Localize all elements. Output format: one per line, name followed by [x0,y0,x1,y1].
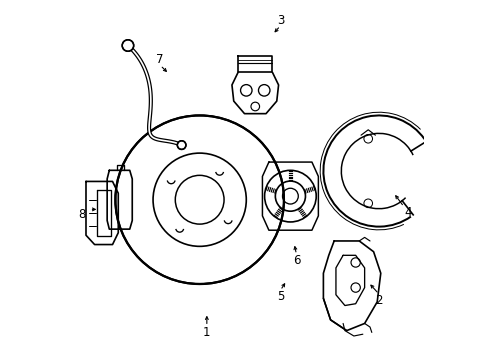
Text: 5: 5 [276,290,284,303]
Text: 2: 2 [374,294,382,307]
Text: 6: 6 [292,254,300,267]
Circle shape [115,116,284,284]
Circle shape [177,141,185,149]
Text: 1: 1 [203,326,210,339]
Text: 4: 4 [403,206,410,219]
Circle shape [122,40,133,51]
Text: 3: 3 [276,14,284,27]
Text: 8: 8 [79,208,86,221]
Text: 7: 7 [156,53,163,66]
